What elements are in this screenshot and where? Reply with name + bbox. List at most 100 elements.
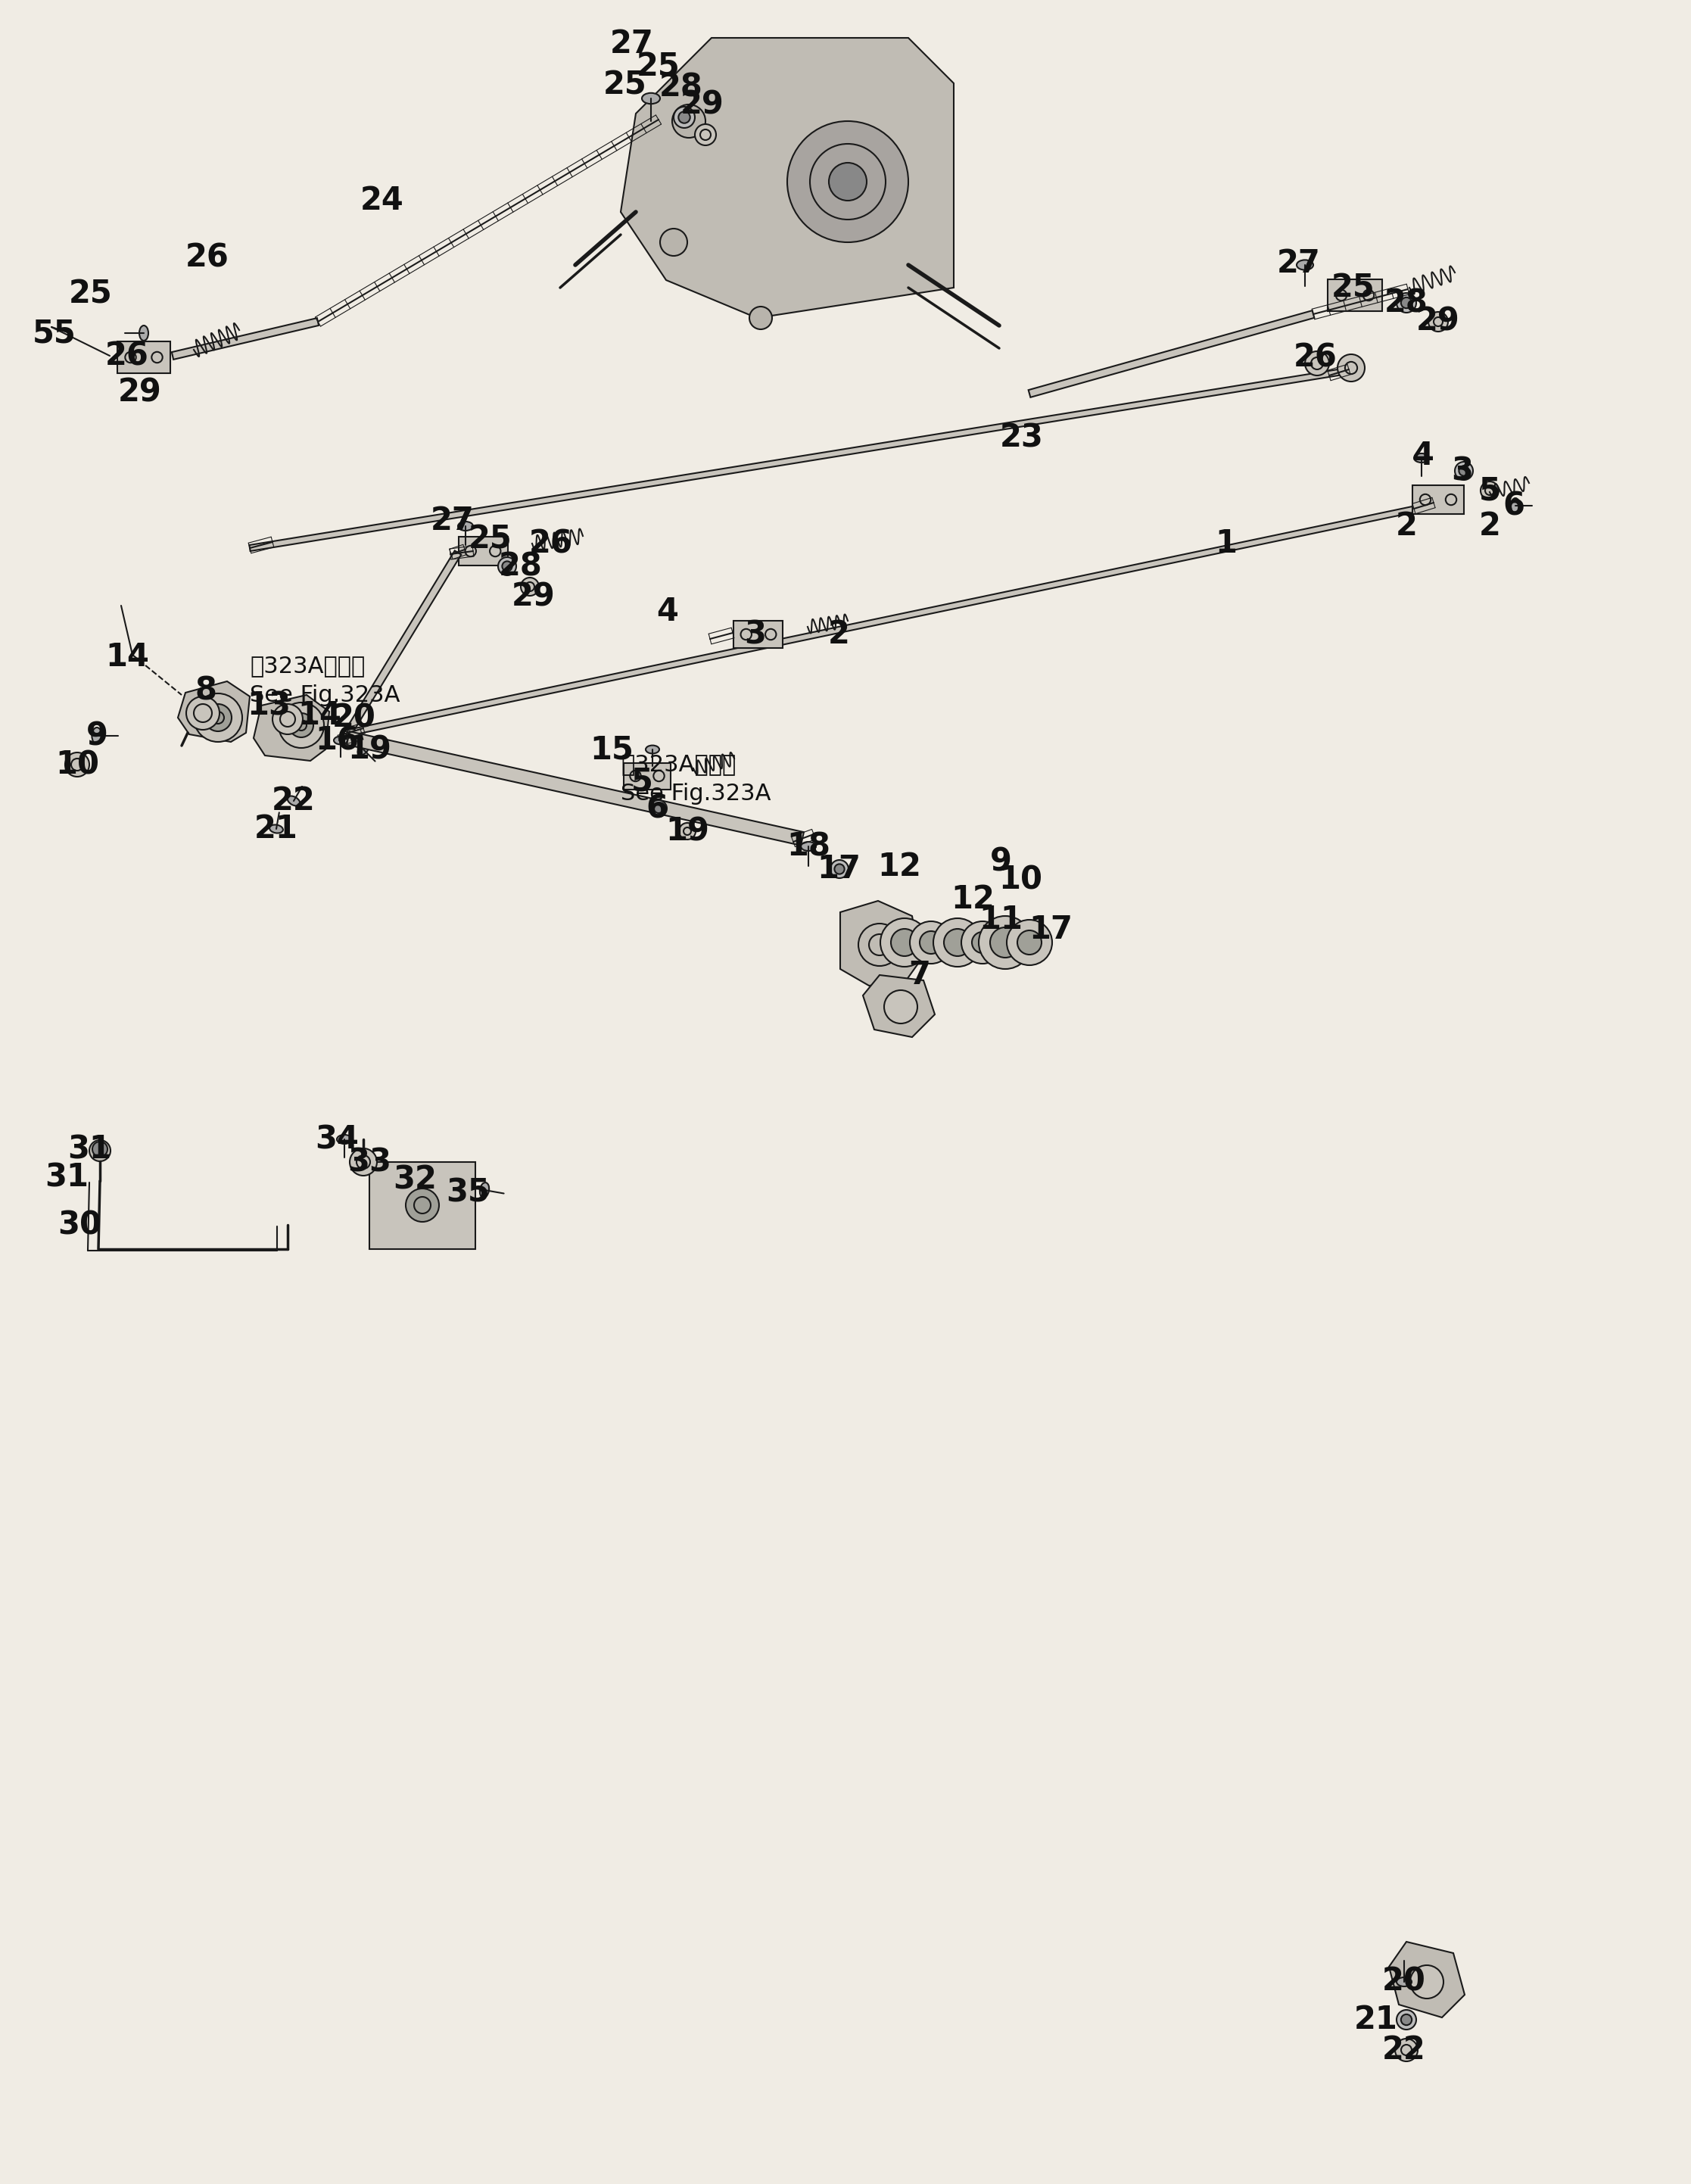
Text: 28: 28 bbox=[659, 72, 703, 103]
Circle shape bbox=[272, 703, 303, 734]
Text: 26: 26 bbox=[1294, 341, 1338, 373]
Circle shape bbox=[1018, 930, 1042, 954]
Text: 4: 4 bbox=[656, 596, 678, 627]
Circle shape bbox=[93, 1142, 108, 1158]
Circle shape bbox=[910, 922, 952, 963]
Bar bbox=[624, 762, 671, 788]
Text: 3: 3 bbox=[1451, 454, 1473, 487]
Polygon shape bbox=[1388, 1942, 1464, 2018]
Text: 29: 29 bbox=[680, 90, 724, 120]
Bar bbox=[734, 620, 783, 649]
Circle shape bbox=[1429, 312, 1447, 332]
Ellipse shape bbox=[358, 745, 369, 756]
Text: 25: 25 bbox=[1331, 271, 1375, 304]
Circle shape bbox=[1481, 480, 1498, 500]
Ellipse shape bbox=[269, 826, 282, 832]
Circle shape bbox=[960, 922, 1004, 963]
Circle shape bbox=[829, 164, 867, 201]
Text: 22: 22 bbox=[1382, 2033, 1426, 2066]
Ellipse shape bbox=[333, 736, 347, 745]
Text: 28: 28 bbox=[1385, 286, 1429, 319]
Circle shape bbox=[1400, 297, 1412, 308]
Text: 30: 30 bbox=[57, 1210, 101, 1241]
Ellipse shape bbox=[337, 1136, 352, 1144]
Text: See Fig.323A: See Fig.323A bbox=[250, 684, 401, 705]
Text: 9: 9 bbox=[989, 845, 1011, 878]
Polygon shape bbox=[178, 681, 250, 743]
Circle shape bbox=[1397, 293, 1417, 312]
Circle shape bbox=[695, 124, 715, 146]
Ellipse shape bbox=[802, 841, 817, 852]
Polygon shape bbox=[254, 695, 330, 760]
Polygon shape bbox=[862, 974, 935, 1037]
Text: 25: 25 bbox=[468, 524, 512, 555]
Text: 22: 22 bbox=[272, 784, 316, 817]
Circle shape bbox=[891, 928, 918, 957]
Text: 26: 26 bbox=[105, 341, 149, 371]
Polygon shape bbox=[840, 900, 920, 985]
Text: 25: 25 bbox=[638, 50, 680, 83]
Circle shape bbox=[205, 703, 232, 732]
Polygon shape bbox=[172, 319, 320, 360]
Circle shape bbox=[1400, 2014, 1412, 2025]
Circle shape bbox=[64, 753, 90, 778]
Circle shape bbox=[989, 928, 1020, 957]
Polygon shape bbox=[621, 37, 954, 319]
Circle shape bbox=[680, 823, 695, 839]
Circle shape bbox=[920, 930, 942, 954]
Text: 29: 29 bbox=[512, 581, 556, 612]
Circle shape bbox=[972, 933, 993, 952]
Circle shape bbox=[1410, 1966, 1444, 1998]
Text: 9: 9 bbox=[86, 721, 108, 751]
Ellipse shape bbox=[1510, 498, 1520, 513]
Text: 6: 6 bbox=[646, 793, 668, 823]
Bar bbox=[1327, 280, 1382, 310]
Text: 19: 19 bbox=[665, 815, 709, 847]
Circle shape bbox=[279, 703, 325, 747]
Text: 26: 26 bbox=[529, 529, 573, 559]
Ellipse shape bbox=[91, 727, 101, 745]
Text: 12: 12 bbox=[950, 885, 994, 915]
Text: 13: 13 bbox=[247, 690, 291, 721]
Text: 23: 23 bbox=[999, 422, 1043, 454]
Text: 11: 11 bbox=[979, 904, 1023, 935]
Text: 35: 35 bbox=[446, 1177, 490, 1208]
Text: 2: 2 bbox=[1395, 511, 1417, 542]
Ellipse shape bbox=[480, 1182, 489, 1197]
Text: 27: 27 bbox=[610, 28, 654, 59]
Text: 27: 27 bbox=[1277, 247, 1321, 280]
Text: 5: 5 bbox=[1478, 474, 1500, 507]
Text: 32: 32 bbox=[392, 1164, 436, 1195]
Text: 31: 31 bbox=[68, 1133, 112, 1164]
Text: 27: 27 bbox=[431, 505, 475, 537]
Circle shape bbox=[834, 865, 844, 874]
Circle shape bbox=[678, 111, 690, 122]
Text: 17: 17 bbox=[817, 854, 861, 885]
Text: 4: 4 bbox=[1412, 439, 1434, 472]
Polygon shape bbox=[347, 732, 803, 845]
Text: 15: 15 bbox=[590, 734, 634, 764]
Circle shape bbox=[406, 1188, 440, 1221]
Polygon shape bbox=[1028, 310, 1314, 397]
Text: 6: 6 bbox=[1503, 489, 1525, 522]
Ellipse shape bbox=[458, 522, 473, 531]
Circle shape bbox=[881, 917, 928, 968]
Circle shape bbox=[499, 557, 516, 574]
Text: 8: 8 bbox=[194, 675, 216, 705]
Text: 14: 14 bbox=[105, 642, 149, 673]
Text: 1: 1 bbox=[1216, 529, 1238, 559]
Circle shape bbox=[979, 915, 1032, 970]
Circle shape bbox=[859, 924, 901, 965]
Ellipse shape bbox=[646, 745, 659, 753]
Text: 10: 10 bbox=[998, 863, 1042, 895]
Ellipse shape bbox=[1414, 454, 1429, 463]
Ellipse shape bbox=[287, 795, 299, 806]
Circle shape bbox=[350, 1149, 377, 1175]
Circle shape bbox=[749, 306, 773, 330]
Text: 26: 26 bbox=[186, 242, 230, 273]
Text: 2: 2 bbox=[829, 618, 849, 651]
Circle shape bbox=[944, 928, 971, 957]
Polygon shape bbox=[348, 502, 1431, 736]
Circle shape bbox=[289, 714, 313, 738]
Circle shape bbox=[673, 107, 695, 129]
